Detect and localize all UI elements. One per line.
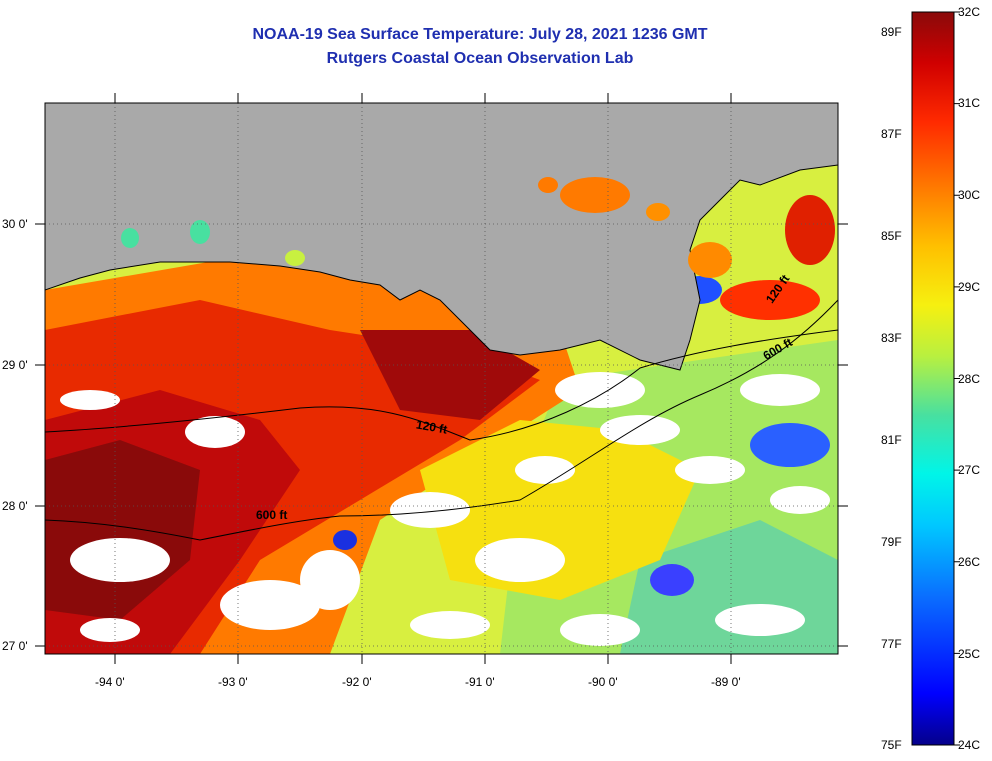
cb-label-81f: 81F [881,433,902,447]
cb-label-29c: 29C [958,280,981,294]
map-subtitle: Rutgers Coastal Ocean Observation Lab [326,50,634,67]
cb-label-87f: 87F [881,127,902,141]
cb-label-32c: 32C [958,5,981,19]
cb-label-77f: 77F [881,637,902,651]
map-title: NOAA-19 Sea Surface Temperature: July 28… [252,26,708,43]
contour-label-600ft-west: 600 ft [256,508,288,522]
cb-label-28c: 28C [958,372,981,386]
lon-label-92: -92 0' [342,675,372,689]
cb-label-31c: 31C [958,96,981,110]
colorbar [911,11,955,746]
cb-label-30c: 30C [958,188,981,202]
land-louisiana [45,103,838,371]
contour-600ft [45,299,838,541]
lat-label-29: 29 0' [2,358,28,372]
cb-label-25c: 25C [958,647,981,661]
map-frame [44,102,839,655]
cb-label-85f: 85F [881,229,902,243]
contour-120ft [45,329,838,441]
lon-label-90: -90 0' [588,675,618,689]
cb-label-83f: 83F [881,331,902,345]
cb-label-75f: 75F [881,738,902,752]
lat-label-28: 28 0' [2,499,28,513]
cb-label-24c: 24C [958,738,981,752]
lon-label-94: -94 0' [95,675,125,689]
lat-label-27: 27 0' [2,639,28,653]
lat-label-30: 30 0' [2,217,28,231]
cb-label-27c: 27C [958,463,981,477]
sst-field [45,103,838,654]
cb-label-26c: 26C [958,555,981,569]
lon-label-93: -93 0' [218,675,248,689]
cb-label-89f: 89F [881,25,902,39]
lon-label-89: -89 0' [711,675,741,689]
lon-label-91: -91 0' [465,675,495,689]
cb-label-79f: 79F [881,535,902,549]
